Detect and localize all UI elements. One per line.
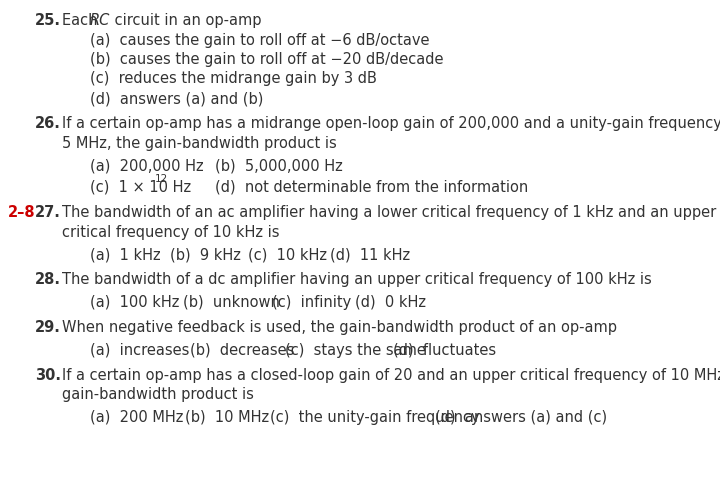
Text: (c)  the unity-gain frequency: (c) the unity-gain frequency [270, 410, 480, 425]
Text: 5 MHz, the gain-bandwidth product is: 5 MHz, the gain-bandwidth product is [62, 136, 337, 151]
Text: 30.: 30. [35, 368, 61, 383]
Text: 12: 12 [155, 174, 168, 184]
Text: (a)  200 MHz: (a) 200 MHz [90, 410, 184, 425]
Text: gain-bandwidth product is: gain-bandwidth product is [62, 388, 254, 402]
Text: (b)  10 MHz: (b) 10 MHz [185, 410, 269, 425]
Text: The bandwidth of an ac amplifier having a lower critical frequency of 1 kHz and : The bandwidth of an ac amplifier having … [62, 205, 716, 220]
Text: (d)  0 kHz: (d) 0 kHz [355, 295, 426, 310]
Text: (d)  11 kHz: (d) 11 kHz [330, 247, 410, 262]
Text: The bandwidth of a dc amplifier having an upper critical frequency of 100 kHz is: The bandwidth of a dc amplifier having a… [62, 272, 652, 287]
Text: (a)  increases: (a) increases [90, 342, 189, 357]
Text: Each: Each [62, 13, 102, 28]
Text: (d)  answers (a) and (b): (d) answers (a) and (b) [90, 91, 264, 106]
Text: When negative feedback is used, the gain-bandwidth product of an op-amp: When negative feedback is used, the gain… [62, 320, 617, 335]
Text: (b)  causes the gain to roll off at −20 dB/decade: (b) causes the gain to roll off at −20 d… [90, 52, 444, 67]
Text: 25.: 25. [35, 13, 61, 28]
Text: (c)  10 kHz: (c) 10 kHz [248, 247, 327, 262]
Text: 26.: 26. [35, 116, 61, 132]
Text: (c)  infinity: (c) infinity [272, 295, 351, 310]
Text: (b)  9 kHz: (b) 9 kHz [170, 247, 241, 262]
Text: (b)  5,000,000 Hz: (b) 5,000,000 Hz [215, 158, 343, 174]
Text: (a)  1 kHz: (a) 1 kHz [90, 247, 161, 262]
Text: (c)  reduces the midrange gain by 3 dB: (c) reduces the midrange gain by 3 dB [90, 72, 377, 86]
Text: circuit in an op-amp: circuit in an op-amp [110, 13, 261, 28]
Text: If a certain op-amp has a closed-loop gain of 20 and an upper critical frequency: If a certain op-amp has a closed-loop ga… [62, 368, 720, 383]
Text: (d)  fluctuates: (d) fluctuates [393, 342, 496, 357]
Text: (c)  stays the same: (c) stays the same [285, 342, 426, 357]
Text: (c)  1 × 10: (c) 1 × 10 [90, 180, 168, 194]
Text: If a certain op-amp has a midrange open-loop gain of 200,000 and a unity-gain fr: If a certain op-amp has a midrange open-… [62, 116, 720, 132]
Text: RC: RC [90, 13, 110, 28]
Text: (b)  unknown: (b) unknown [183, 295, 280, 310]
Text: 2–8: 2–8 [8, 205, 35, 220]
Text: (a)  causes the gain to roll off at −6 dB/octave: (a) causes the gain to roll off at −6 dB… [90, 32, 430, 48]
Text: 28.: 28. [35, 272, 61, 287]
Text: Hz: Hz [168, 180, 191, 194]
Text: 29.: 29. [35, 320, 61, 335]
Text: (d)  answers (a) and (c): (d) answers (a) and (c) [435, 410, 607, 425]
Text: (a)  100 kHz: (a) 100 kHz [90, 295, 179, 310]
Text: critical frequency of 10 kHz is: critical frequency of 10 kHz is [62, 224, 279, 240]
Text: (b)  decreases: (b) decreases [190, 342, 294, 357]
Text: (d)  not determinable from the information: (d) not determinable from the informatio… [215, 180, 528, 194]
Text: 27.: 27. [35, 205, 61, 220]
Text: (a)  200,000 Hz: (a) 200,000 Hz [90, 158, 204, 174]
